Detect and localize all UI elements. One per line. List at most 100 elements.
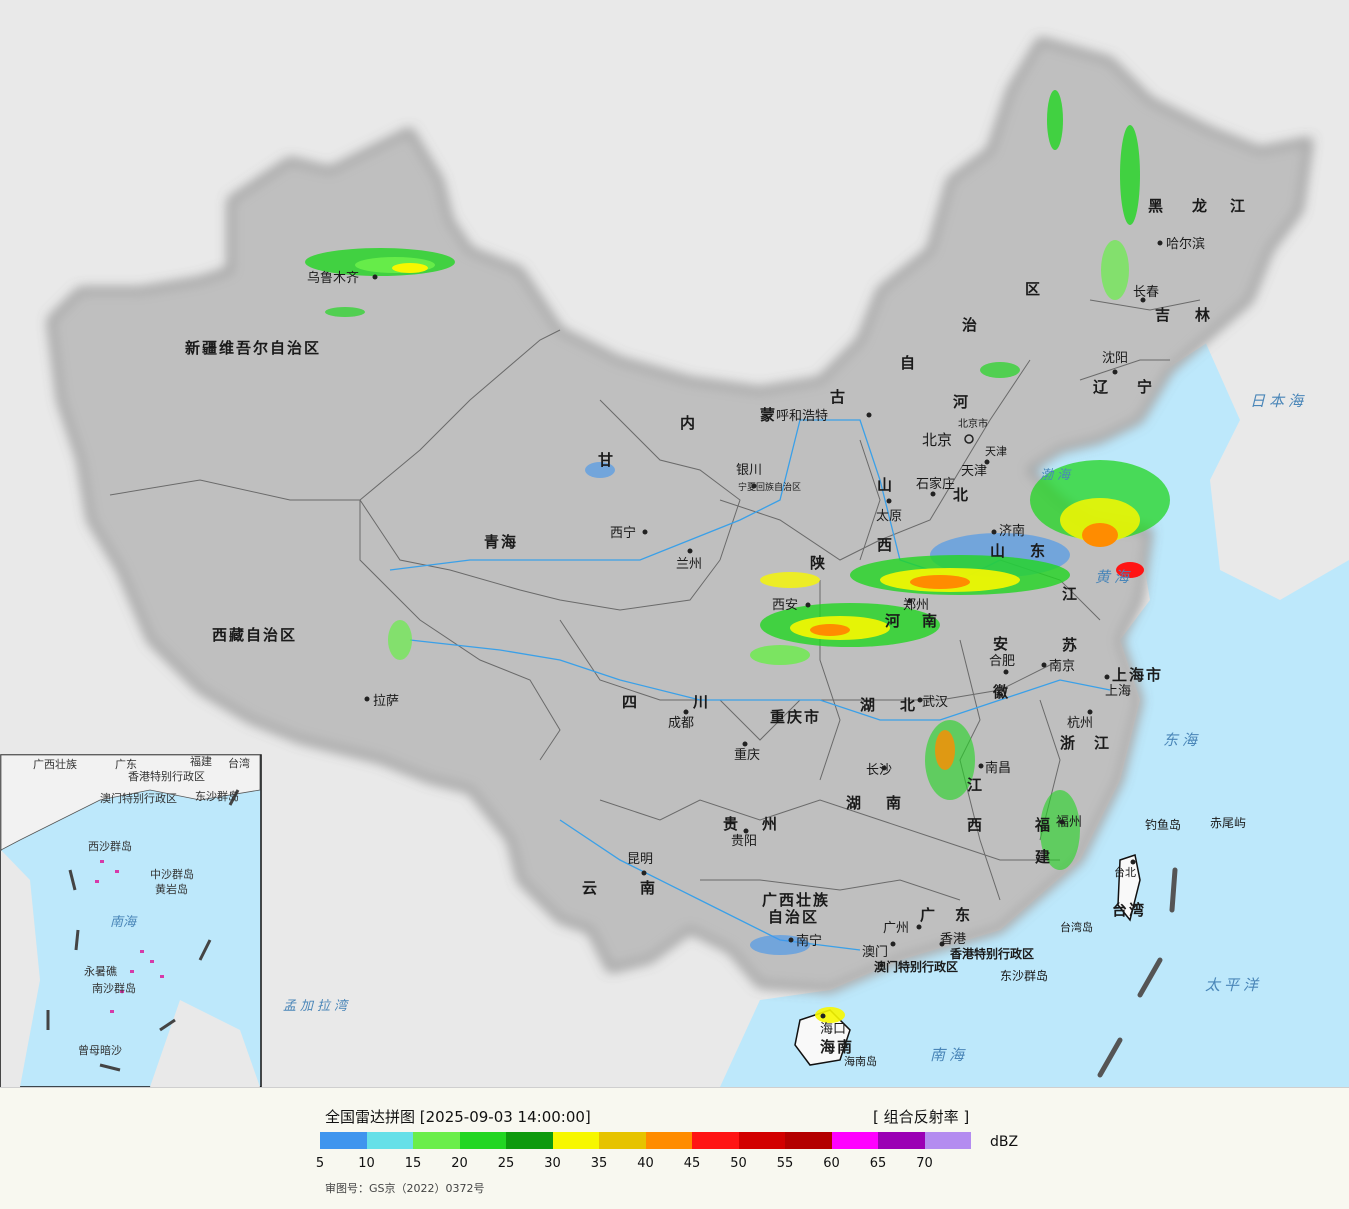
- city-label: 南宁: [796, 933, 822, 949]
- sea-label: 太平洋: [1205, 976, 1262, 994]
- map-title: 全国雷达拼图 [2025-09-03 14:00:00]: [325, 1108, 591, 1126]
- province-label: 南: [640, 879, 657, 897]
- inset-label: 澳门特别行政区: [100, 791, 177, 805]
- color-swatch: [692, 1132, 739, 1149]
- inset-label: 香港特别行政区: [128, 769, 205, 783]
- color-swatch: [924, 1132, 971, 1149]
- city-label: 西宁: [610, 525, 636, 541]
- province-label: 宁夏回族自治区: [738, 481, 801, 493]
- province-label: 治: [962, 316, 979, 334]
- city-label: 拉萨: [373, 694, 399, 709]
- color-swatch: [738, 1132, 785, 1149]
- color-swatch: [599, 1132, 646, 1149]
- city-label: 东沙群岛: [1000, 968, 1048, 983]
- color-swatch: [645, 1132, 692, 1149]
- korea-japan-land: [1200, 250, 1349, 600]
- city-label: 福州: [1056, 815, 1082, 830]
- unit-label: dBZ: [990, 1134, 1019, 1150]
- province-label: 黑: [1148, 197, 1165, 215]
- taiwan-island: [1117, 854, 1141, 922]
- city-label: 合肥: [989, 654, 1015, 669]
- city-label: 西安: [772, 598, 798, 613]
- scale-tick-label: 30: [544, 1156, 561, 1171]
- province-label: 香港特别行政区: [949, 946, 1034, 961]
- scale-tick-label: 45: [683, 1156, 701, 1171]
- city-label: 石家庄: [916, 476, 955, 492]
- province-label: 西藏自治区: [212, 626, 297, 644]
- map-canvas: 新疆维吾尔自治区 西藏自治区 青海 甘 内 蒙 古 自 治 区 黑 龙 江 吉 …: [0, 0, 1349, 1087]
- province-label: 吉: [1155, 306, 1172, 324]
- province-label: 上海市: [1112, 666, 1163, 684]
- city-label: 长沙: [866, 763, 892, 778]
- scale-tick-label: 60: [823, 1156, 840, 1171]
- scale-tick-label: 5: [315, 1156, 325, 1171]
- province-label: 蒙: [760, 406, 777, 424]
- ocean: [720, 250, 1349, 1087]
- province-label: 浙: [1060, 734, 1077, 752]
- inset-label: 中沙群岛: [150, 867, 194, 881]
- city-label: 成都: [668, 716, 694, 731]
- province-label: 自: [900, 354, 917, 372]
- scale-tick-label: 55: [776, 1156, 794, 1171]
- nine-dash-line: [1097, 867, 1178, 1078]
- scale-tick-label: 40: [637, 1156, 654, 1171]
- province-label: 北: [900, 696, 917, 714]
- color-swatch: [320, 1132, 367, 1149]
- city-label: 沈阳: [1102, 351, 1128, 366]
- sea-label: 黄海: [1095, 568, 1133, 586]
- city-label: 杭州: [1067, 716, 1093, 731]
- province-label: 江: [1062, 585, 1079, 603]
- province-label: 湖: [860, 696, 877, 714]
- inset-south-china-sea: [0, 754, 262, 1087]
- province-label: 辽: [1093, 378, 1110, 396]
- province-label: 东: [1030, 542, 1047, 560]
- sea-label: 日本海: [1250, 392, 1307, 410]
- province-label: 苏: [1062, 636, 1079, 654]
- province-label: 山: [877, 476, 894, 494]
- inset-label: 永暑礁: [84, 964, 117, 978]
- province-label: 林: [1195, 306, 1212, 324]
- scale-tick-label: 50: [730, 1156, 747, 1171]
- city-label: 台湾岛: [1060, 920, 1093, 934]
- province-label: 河: [885, 612, 902, 630]
- color-swatch: [459, 1132, 506, 1149]
- color-scale: [320, 1132, 971, 1149]
- province-label: 北京市: [958, 417, 988, 430]
- city-label: 重庆: [734, 747, 760, 763]
- sea-labels: 日本海 渤海 黄海 东海 南海 太平洋 孟加拉湾: [283, 392, 1307, 1064]
- capital-dots: [364, 240, 1163, 1019]
- province-label: 重庆市: [770, 708, 821, 726]
- province-label: 澳门特别行政区: [874, 959, 958, 974]
- color-swatch: [506, 1132, 553, 1149]
- city-label: 武汉: [922, 695, 948, 710]
- inset-label: 福建: [190, 754, 212, 768]
- province-label: 甘: [598, 451, 615, 469]
- city-label: 海南岛: [844, 1054, 877, 1068]
- province-label: 云: [582, 879, 599, 897]
- city-label: 香港: [940, 932, 966, 947]
- color-swatch: [366, 1132, 413, 1149]
- city-label: 澳门: [862, 944, 888, 960]
- province-label: 海南: [820, 1038, 854, 1056]
- city-label: 海口: [820, 1022, 846, 1037]
- province-label: 川: [692, 693, 710, 711]
- inset-labels: 广西壮族 广东 福建 台湾 香港特别行政区 澳门特别行政区 东沙群岛 西沙群岛 …: [33, 754, 250, 1057]
- province-label: 新疆维吾尔自治区: [185, 339, 321, 357]
- province-label: 建: [1035, 848, 1052, 866]
- inset-label: 台湾: [228, 756, 250, 770]
- province-label: 北: [953, 486, 970, 504]
- legend-panel: 全国雷达拼图 [2025-09-03 14:00:00] [ 组合反射率 ] d…: [0, 1087, 1349, 1209]
- province-label: 四: [622, 693, 639, 711]
- province-label: 古: [830, 388, 847, 406]
- province-label: 内: [680, 414, 697, 432]
- inset-label: 南沙群岛: [92, 981, 136, 995]
- province-label: 贵: [723, 815, 740, 833]
- city-label: 哈尔滨: [1166, 236, 1205, 252]
- radar-echoes: [305, 90, 1170, 1023]
- scale-tick-label: 20: [451, 1156, 468, 1171]
- color-swatch: [878, 1132, 925, 1149]
- province-label: 福: [1034, 816, 1052, 834]
- scale-tick-label: 15: [404, 1156, 422, 1171]
- province-label: 广: [920, 906, 937, 924]
